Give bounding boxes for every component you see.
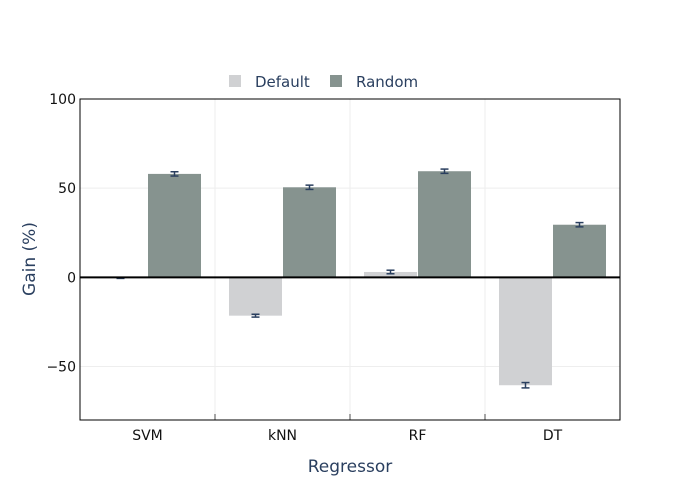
bars: [94, 171, 606, 386]
bar-default-dt[interactable]: [499, 277, 552, 386]
legend[interactable]: Default Random: [229, 73, 418, 91]
legend-swatch-random[interactable]: [330, 75, 342, 87]
y-axis-title: Gain (%): [20, 222, 40, 296]
x-axis-title: Regressor: [308, 457, 392, 477]
axes: SVM kNN RF DT −50 0 50 100: [46, 92, 621, 444]
bar-default-knn[interactable]: [229, 277, 282, 316]
legend-swatch-default[interactable]: [229, 75, 241, 87]
x-tick-label: SVM: [132, 428, 163, 444]
bar-default-rf[interactable]: [364, 271, 417, 278]
y-tick-label: 100: [49, 92, 76, 108]
y-tick-label: 50: [58, 181, 76, 197]
bar-random-dt[interactable]: [553, 224, 606, 278]
legend-label-random[interactable]: Random: [356, 73, 418, 91]
plot-frame: [79, 98, 621, 421]
legend-label-default[interactable]: Default: [255, 73, 310, 91]
bar-random-rf[interactable]: [418, 171, 471, 278]
bar-random-knn[interactable]: [283, 187, 336, 278]
y-tick-label: 0: [67, 270, 76, 286]
x-tick-label: kNN: [268, 428, 297, 444]
y-tick-label: −50: [46, 360, 76, 376]
x-tick-label: RF: [409, 428, 427, 444]
bar-random-svm[interactable]: [148, 173, 201, 278]
x-tick-label: DT: [543, 428, 563, 444]
